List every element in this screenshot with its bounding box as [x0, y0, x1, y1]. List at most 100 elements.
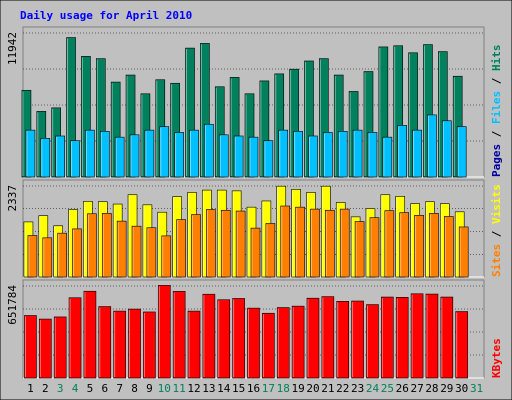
- bar-files-12-body: [189, 129, 199, 178]
- x-tick-27: 27: [410, 382, 423, 395]
- bar-kbytes-21-body: [321, 296, 335, 379]
- bar-files-4: [70, 140, 80, 178]
- bar-files-2: [40, 138, 51, 178]
- right-axis-label: Sites / Visits: [490, 184, 503, 277]
- y-tick-label: 2337: [6, 185, 19, 212]
- bar-files-8-body: [129, 134, 140, 178]
- bar-sites-9: [146, 227, 157, 278]
- x-tick-13: 13: [202, 382, 215, 395]
- bar-files-18: [278, 129, 289, 178]
- x-tick-25: 25: [381, 382, 394, 395]
- bar-files-29: [442, 120, 452, 178]
- bar-kbytes-26-body: [395, 297, 409, 379]
- bar-kbytes-5-body: [83, 290, 97, 379]
- x-tick-29: 29: [440, 382, 453, 395]
- bar-sites-28-body: [429, 213, 439, 278]
- bar-kbytes-16-body: [247, 307, 260, 379]
- bar-sites-30: [458, 226, 469, 278]
- bar-sites-5: [87, 213, 97, 278]
- bar-files-17-body: [263, 140, 274, 178]
- bar-kbytes-16: [247, 307, 260, 379]
- bar-files-5-body: [85, 129, 95, 178]
- bar-files-22: [337, 130, 348, 178]
- bar-files-21-body: [323, 132, 333, 178]
- bar-sites-18: [280, 205, 291, 278]
- bar-files-6: [99, 130, 110, 178]
- bar-files-11: [174, 132, 184, 178]
- bar-sites-26: [399, 212, 410, 278]
- x-tick-8: 8: [131, 382, 138, 395]
- bar-kbytes-17-body: [262, 312, 275, 379]
- bar-files-19-body: [293, 130, 303, 178]
- bar-files-29-body: [442, 120, 452, 178]
- bar-kbytes-27: [410, 293, 424, 379]
- bar-sites-16: [250, 227, 261, 278]
- bar-kbytes-19: [291, 305, 305, 379]
- legend-pages: Pages: [490, 144, 503, 177]
- bar-kbytes-24-body: [366, 304, 379, 379]
- bar-kbytes-21: [321, 296, 335, 379]
- bar-sites-1-body: [27, 235, 38, 278]
- bar-kbytes-25: [381, 296, 394, 379]
- bar-sites-14: [220, 209, 231, 278]
- x-tick-9: 9: [146, 382, 153, 395]
- bar-sites-19: [295, 206, 305, 278]
- bar-files-24: [367, 132, 378, 178]
- bar-kbytes-14-body: [217, 299, 231, 379]
- bar-sites-20-body: [310, 208, 320, 278]
- bar-kbytes-9: [143, 311, 156, 379]
- bar-sites-4: [72, 228, 82, 278]
- bar-files-7: [114, 136, 125, 178]
- bar-files-19: [293, 130, 303, 178]
- x-tick-labels: 1 2 3 4 5 6 7 8 9 10 11 12 13 14 15 16 17 18 19 20 21 22 23 24 2…: [27, 382, 483, 395]
- bar-kbytes-7: [113, 310, 126, 379]
- bar-kbytes-27-body: [410, 293, 424, 379]
- bar-kbytes-25-body: [381, 296, 394, 379]
- bar-files-12: [189, 129, 199, 178]
- bar-files-20-body: [308, 135, 318, 178]
- legend-hits: Hits: [490, 45, 503, 72]
- bar-sites-7: [116, 220, 127, 278]
- bar-files-7-body: [114, 136, 125, 178]
- bar-files-3: [55, 135, 65, 178]
- bar-kbytes-3: [53, 316, 67, 379]
- bar-kbytes-11-body: [172, 291, 186, 379]
- bar-kbytes-12-body: [187, 310, 201, 379]
- bar-kbytes-13: [202, 293, 216, 379]
- bar-sites-12: [191, 214, 201, 278]
- bar-kbytes-2-body: [39, 318, 52, 379]
- bar-files-28: [427, 114, 437, 178]
- bar-kbytes-11: [172, 291, 186, 379]
- bar-files-10-body: [159, 126, 170, 178]
- bar-kbytes-23: [351, 300, 364, 379]
- bar-kbytes-8-body: [128, 308, 141, 379]
- bar-kbytes-24: [366, 304, 379, 379]
- x-tick-19: 19: [291, 382, 304, 395]
- bar-files-1: [25, 129, 36, 178]
- bar-sites-10: [161, 235, 172, 278]
- bar-files-23-body: [352, 129, 363, 178]
- x-tick-2: 2: [42, 382, 49, 395]
- bar-files-15-body: [233, 135, 244, 178]
- bar-files-26-body: [397, 125, 408, 178]
- bar-kbytes-1: [24, 315, 37, 379]
- bar-sites-3-body: [57, 232, 67, 278]
- bar-sites-13-body: [206, 209, 216, 278]
- bar-files-14-body: [218, 134, 229, 178]
- bar-kbytes-28-body: [425, 293, 439, 379]
- x-tick-18: 18: [277, 382, 290, 395]
- bar-files-30: [456, 126, 467, 178]
- y-tick-label: 11942: [6, 32, 19, 65]
- bar-kbytes-12: [187, 310, 201, 379]
- bar-kbytes-29-body: [440, 296, 454, 379]
- bar-kbytes-14: [217, 299, 231, 379]
- x-tick-20: 20: [306, 382, 319, 395]
- bar-sites-8-body: [131, 225, 142, 278]
- right-axis-label: KBytes: [490, 338, 503, 378]
- bar-files-15: [233, 135, 244, 178]
- bar-kbytes-2: [39, 318, 52, 379]
- label-separator: /: [490, 124, 503, 144]
- bar-sites-22-body: [339, 208, 350, 278]
- chart-title: Daily usage for April 2010: [20, 9, 192, 22]
- bar-kbytes-22-body: [336, 301, 350, 379]
